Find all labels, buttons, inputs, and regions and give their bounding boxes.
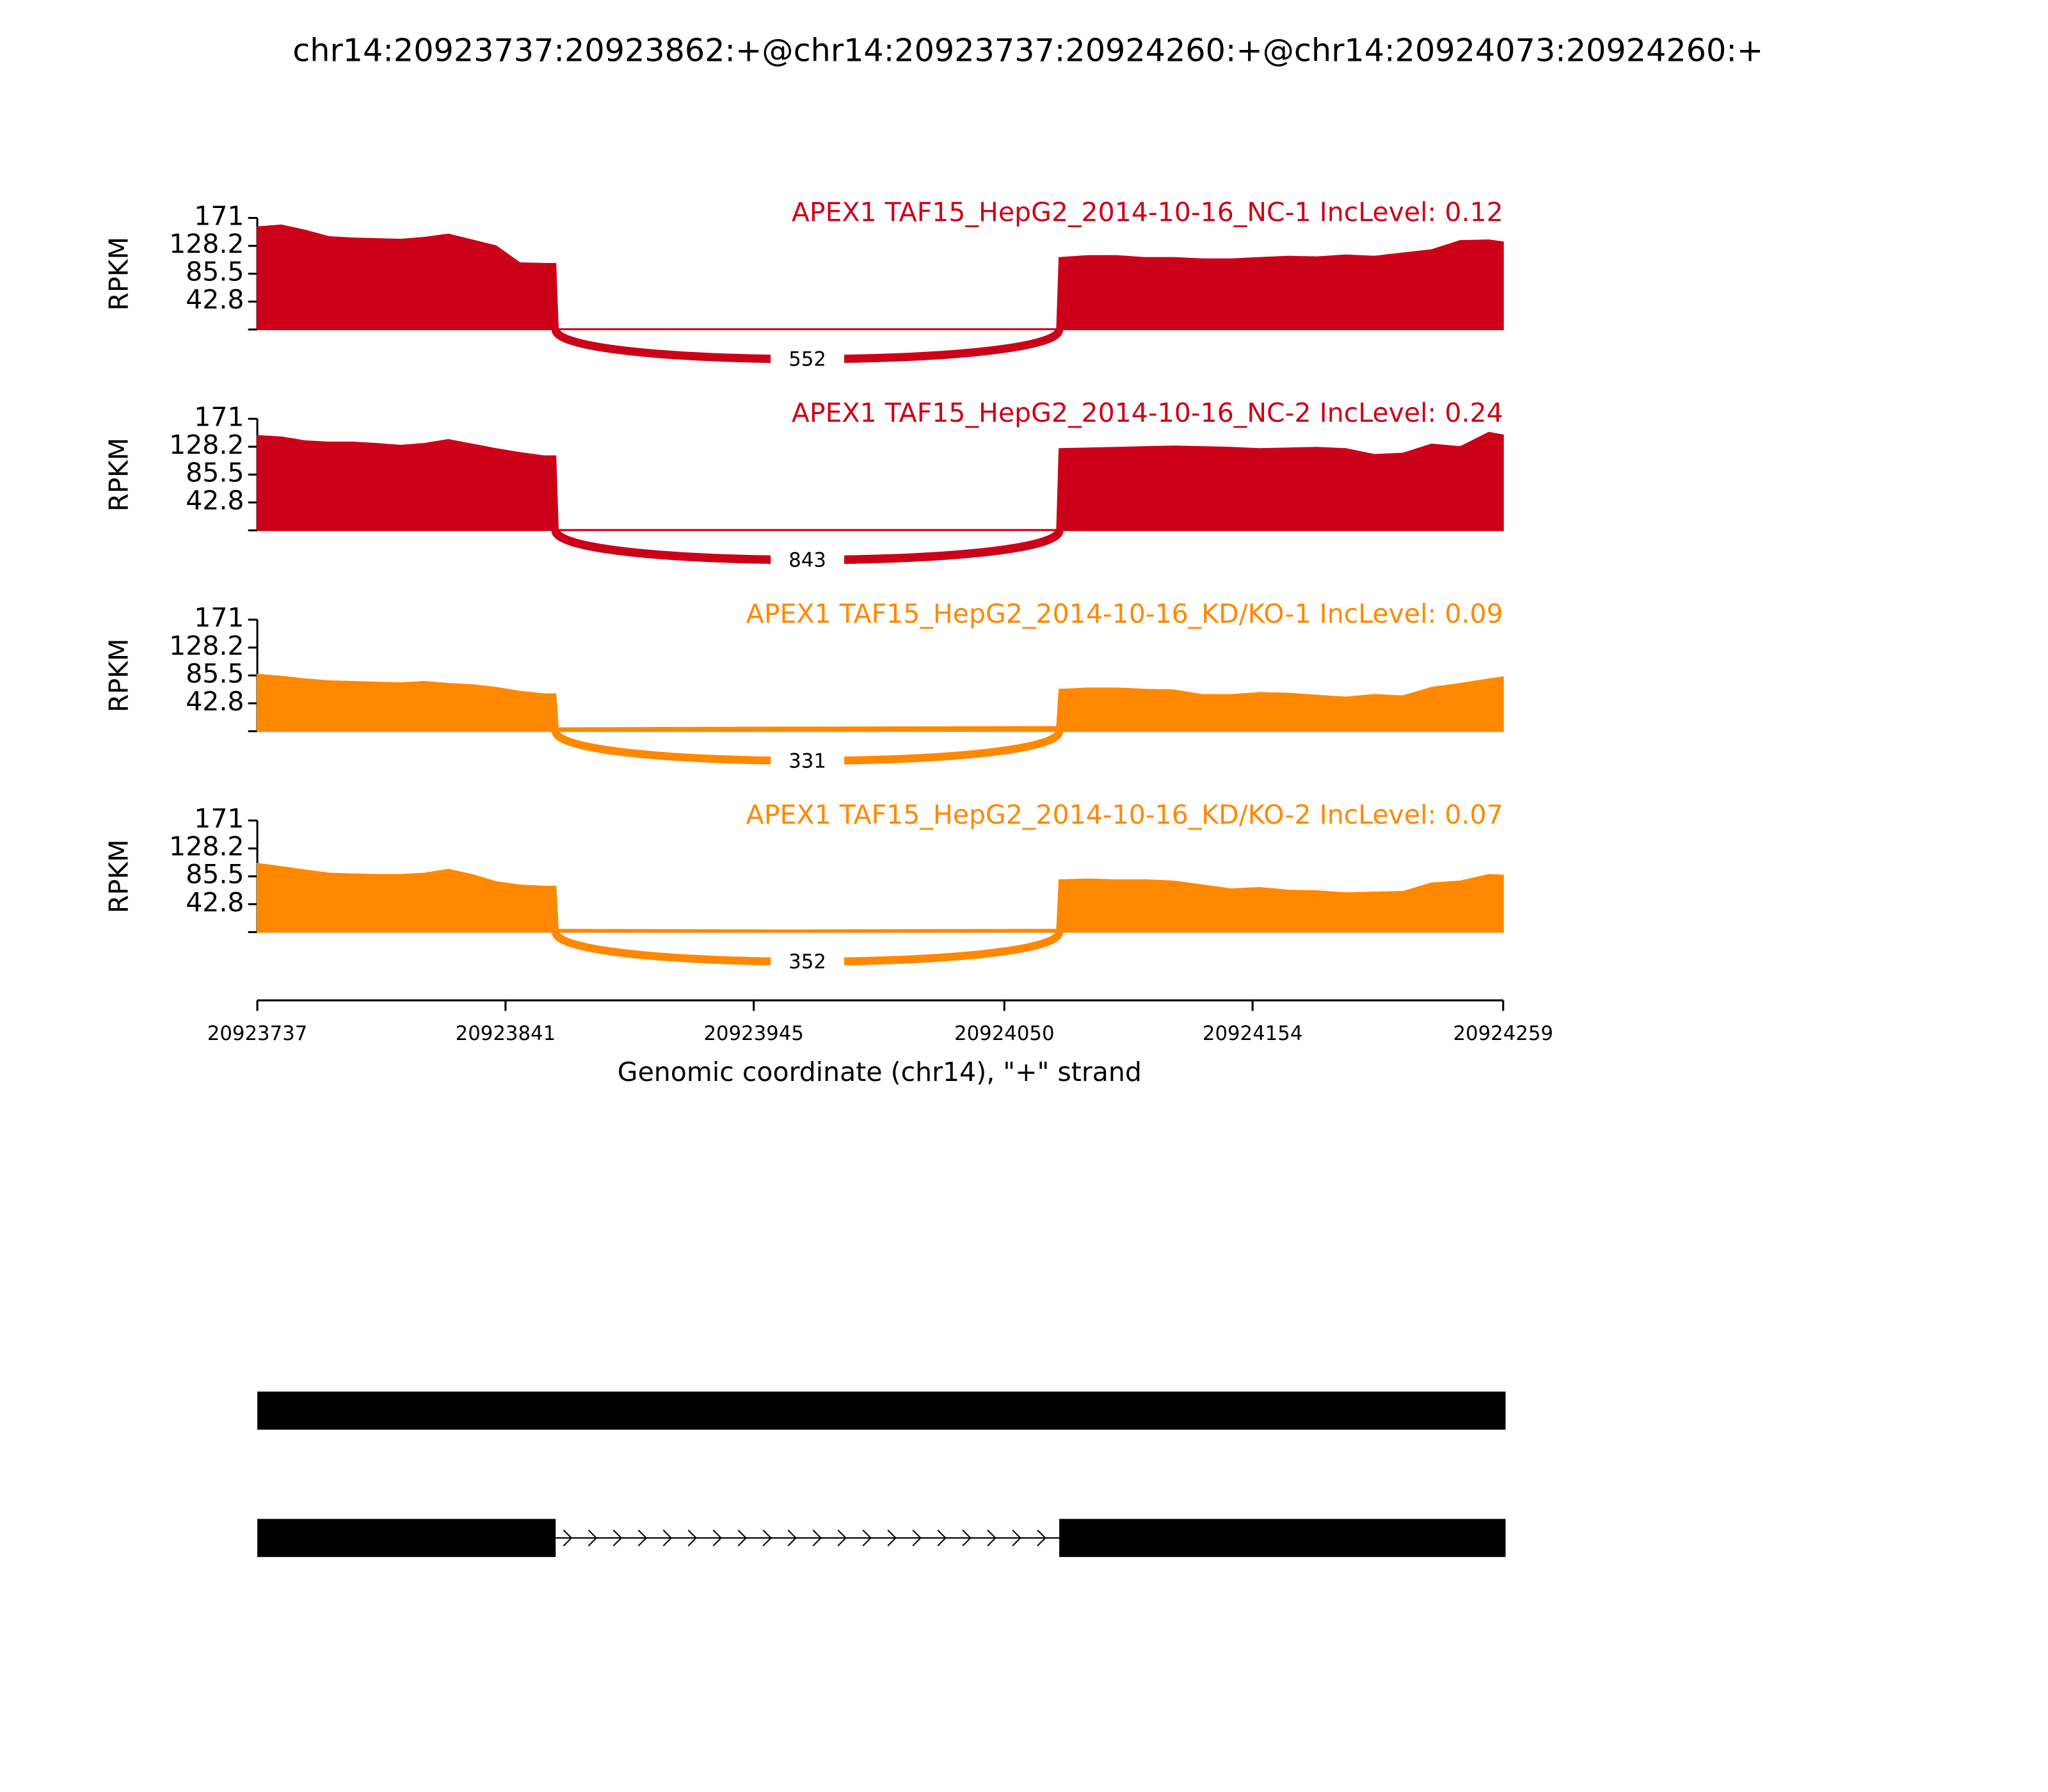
coverage-area — [257, 224, 1504, 330]
y-tick-label: 42.8 — [186, 887, 244, 918]
y-axis-label: RPKM — [104, 237, 134, 311]
strand-arrow — [812, 1530, 822, 1547]
strand-arrow — [637, 1530, 648, 1547]
panel-title: APEX1 TAF15_HepG2_2014-10-16_KD/KO-1 Inc… — [746, 598, 1503, 629]
strand-arrow — [563, 1530, 573, 1547]
figure-title: chr14:20923737:20923862:+@chr14:20923737… — [292, 32, 1763, 69]
exon — [1059, 1519, 1506, 1557]
y-axis-label: RPKM — [104, 839, 134, 913]
y-tick-label: 85.5 — [186, 257, 244, 287]
junction-count: 352 — [788, 950, 826, 973]
y-tick-label: 42.8 — [186, 686, 244, 717]
x-tick-label: 20923737 — [207, 1022, 308, 1045]
junction-count: 331 — [788, 749, 826, 772]
junction-label-bg — [771, 947, 845, 977]
strand-arrow — [962, 1530, 972, 1547]
x-tick-label: 20924050 — [954, 1022, 1055, 1045]
x-tick-label: 20923841 — [456, 1022, 556, 1045]
x-tick-label: 20924259 — [1453, 1022, 1553, 1045]
y-tick-label: 128.2 — [169, 228, 244, 259]
y-tick-label: 42.8 — [186, 485, 244, 516]
coverage-area — [257, 863, 1504, 933]
strand-arrow — [737, 1530, 748, 1547]
junction-label-bg — [771, 545, 845, 575]
panel-title: APEX1 TAF15_HepG2_2014-10-16_NC-1 IncLev… — [792, 196, 1503, 227]
panel-title: APEX1 TAF15_HepG2_2014-10-16_KD/KO-2 Inc… — [746, 799, 1503, 830]
strand-arrow — [712, 1530, 723, 1547]
y-axis-label: RPKM — [104, 438, 134, 512]
strand-arrow — [1037, 1530, 1046, 1547]
strand-arrow — [862, 1530, 872, 1547]
x-axis-label: Genomic coordinate (chr14), "+" strand — [618, 1057, 1142, 1087]
strand-arrow — [588, 1530, 598, 1547]
strand-arrow — [612, 1530, 623, 1547]
y-axis-label: RPKM — [104, 639, 134, 713]
exon — [257, 1391, 1506, 1430]
junction-label-bg — [771, 746, 845, 776]
y-tick-label: 171 — [194, 201, 244, 232]
strand-arrow — [912, 1530, 922, 1547]
x-tick-label: 20923945 — [703, 1022, 804, 1045]
junction-count: 552 — [788, 348, 826, 371]
strand-arrow — [662, 1530, 673, 1547]
panel-title: APEX1 TAF15_HepG2_2014-10-16_NC-2 IncLev… — [792, 397, 1503, 428]
y-tick-label: 171 — [194, 401, 244, 432]
y-tick-label: 128.2 — [169, 630, 244, 661]
y-tick-label: 171 — [194, 602, 244, 633]
y-tick-label: 85.5 — [186, 658, 244, 689]
y-tick-label: 128.2 — [169, 831, 244, 862]
strand-arrow — [687, 1530, 698, 1547]
strand-arrow — [762, 1530, 772, 1547]
y-tick-label: 128.2 — [169, 429, 244, 460]
strand-arrow — [987, 1530, 996, 1547]
coverage-area — [257, 673, 1504, 732]
y-tick-label: 171 — [194, 803, 244, 834]
exon — [257, 1519, 556, 1557]
y-tick-label: 85.5 — [186, 859, 244, 890]
coverage-area — [257, 431, 1504, 531]
junction-label-bg — [771, 344, 845, 374]
y-tick-label: 42.8 — [186, 284, 244, 315]
y-tick-label: 85.5 — [186, 458, 244, 488]
junction-count: 843 — [788, 548, 826, 572]
strand-arrow — [937, 1530, 947, 1547]
x-tick-label: 20924154 — [1203, 1022, 1303, 1045]
strand-arrow — [887, 1530, 897, 1547]
strand-arrow — [787, 1530, 797, 1547]
strand-arrow — [837, 1530, 847, 1547]
strand-arrow — [1012, 1530, 1021, 1547]
